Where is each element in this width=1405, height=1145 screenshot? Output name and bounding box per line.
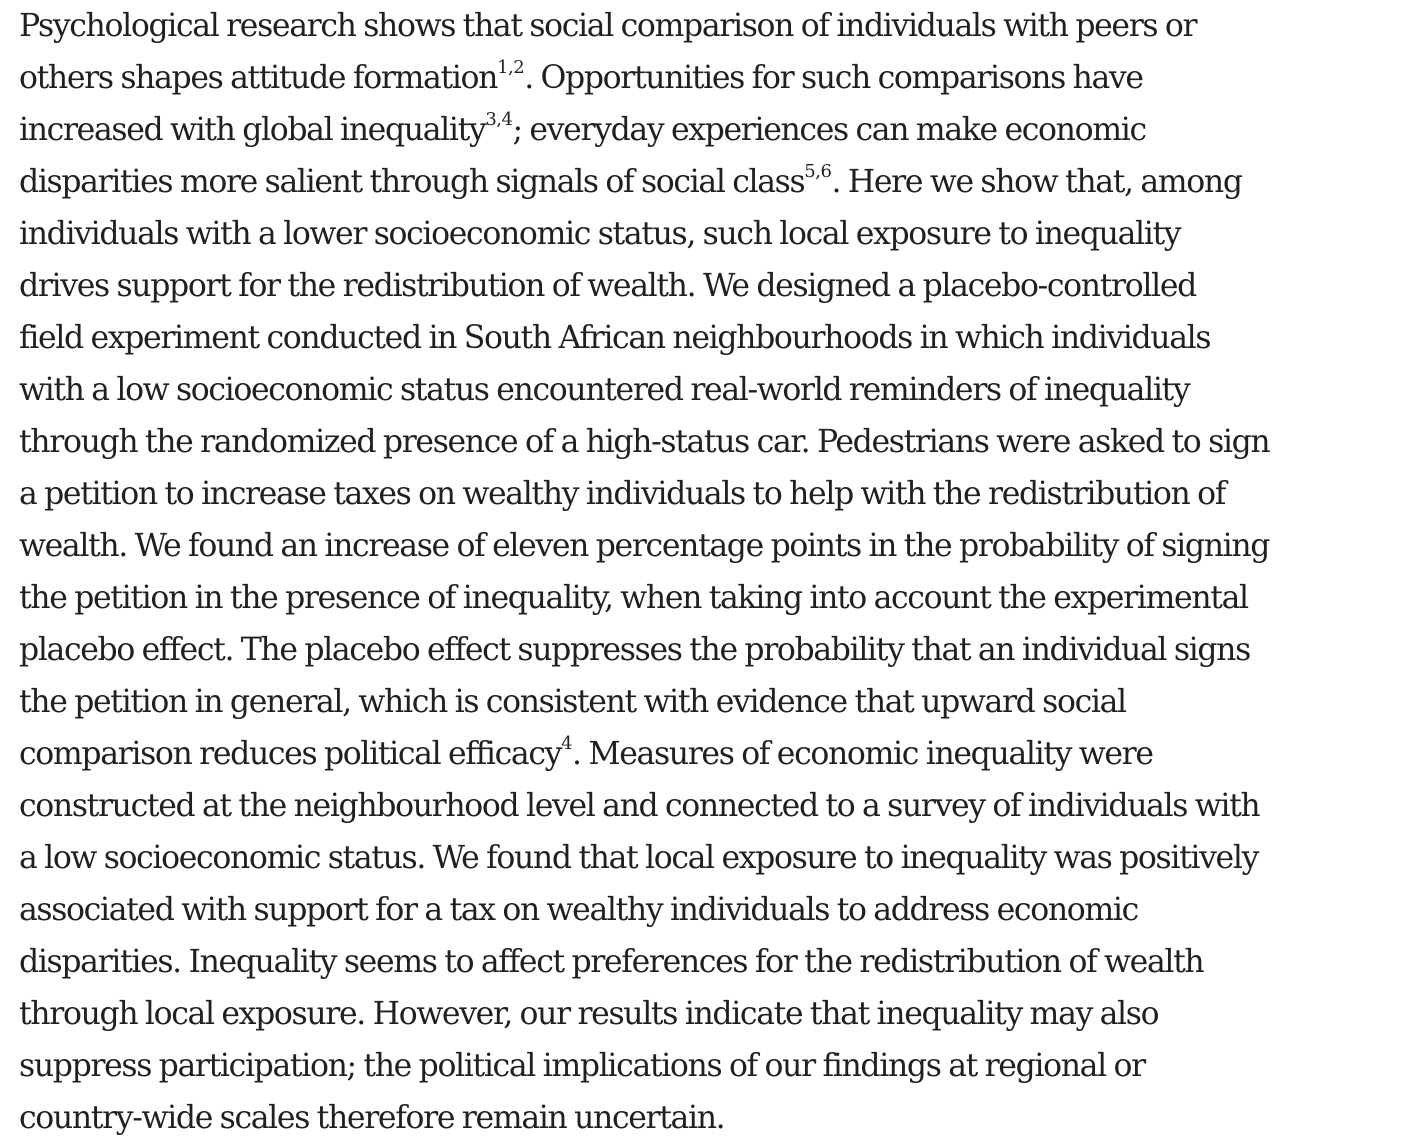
abstract-line: disparities more salient through signals…	[19, 156, 1394, 208]
abstract-line: with a low socioeconomic status encounte…	[19, 364, 1394, 416]
abstract-line: through the randomized presence of a hig…	[19, 416, 1394, 468]
abstract-text: others shapes attitude formation	[19, 60, 498, 96]
abstract-text: individuals with a lower socioeconomic s…	[19, 216, 1182, 252]
abstract-line: comparison reduces political efficacy4. …	[19, 728, 1394, 780]
citation-superscript: 5,6	[804, 160, 832, 182]
abstract-text: associated with support for a tax on wea…	[19, 892, 1139, 928]
abstract-line: drives support for the redistribution of…	[19, 260, 1394, 312]
abstract-line: constructed at the neighbourhood level a…	[19, 780, 1394, 832]
abstract-text: . Measures of economic inequality were	[572, 736, 1154, 772]
abstract-line: country-wide scales therefore remain unc…	[19, 1092, 1394, 1144]
abstract-text: through local exposure. However, our res…	[19, 996, 1160, 1032]
abstract-text: constructed at the neighbourhood level a…	[19, 788, 1261, 824]
abstract-line: a petition to increase taxes on wealthy …	[19, 468, 1394, 520]
abstract-text: comparison reduces political efficacy	[19, 736, 562, 772]
abstract-line: through local exposure. However, our res…	[19, 988, 1394, 1040]
abstract-text: the petition in the presence of inequali…	[19, 580, 1249, 616]
abstract-text: the petition in general, which is consis…	[19, 684, 1127, 720]
abstract-text: disparities more salient through signals…	[19, 164, 806, 200]
abstract-line: associated with support for a tax on wea…	[19, 884, 1394, 936]
abstract-line: wealth. We found an increase of eleven p…	[19, 520, 1394, 572]
abstract-text: suppress participation; the political im…	[19, 1048, 1146, 1084]
abstract-text: placebo effect. The placebo effect suppr…	[19, 632, 1251, 668]
abstract-line: others shapes attitude formation1,2. Opp…	[19, 52, 1394, 104]
abstract-line: disparities. Inequality seems to affect …	[19, 936, 1394, 988]
abstract-text: through the randomized presence of a hig…	[19, 424, 1271, 460]
citation-superscript: 3,4	[485, 108, 513, 130]
abstract-line: individuals with a lower socioeconomic s…	[19, 208, 1394, 260]
abstract-paragraph: Psychological research shows that social…	[19, 0, 1394, 1144]
abstract-text: disparities. Inequality seems to affect …	[19, 944, 1205, 980]
abstract-text: increased with global inequality	[19, 112, 487, 148]
abstract-line: increased with global inequality3,4; eve…	[19, 104, 1394, 156]
abstract-text: ; everyday experiences can make economic	[512, 112, 1147, 148]
abstract-line: the petition in general, which is consis…	[19, 676, 1394, 728]
abstract-text: . Opportunities for such comparisons hav…	[524, 60, 1144, 96]
abstract-line: field experiment conducted in South Afri…	[19, 312, 1394, 364]
abstract-text: country-wide scales therefore remain unc…	[19, 1100, 726, 1136]
citation-superscript: 1,2	[497, 56, 525, 78]
abstract-text: drives support for the redistribution of…	[19, 268, 1197, 304]
abstract-line: suppress participation; the political im…	[19, 1040, 1394, 1092]
abstract-line: a low socioeconomic status. We found tha…	[19, 832, 1394, 884]
abstract-line: the petition in the presence of inequali…	[19, 572, 1394, 624]
abstract-text: with a low socioeconomic status encounte…	[19, 372, 1191, 408]
abstract-text: field experiment conducted in South Afri…	[19, 320, 1212, 356]
abstract-line: Psychological research shows that social…	[19, 0, 1394, 52]
abstract-text: a low socioeconomic status. We found tha…	[19, 840, 1259, 876]
abstract-line: placebo effect. The placebo effect suppr…	[19, 624, 1394, 676]
abstract-text: Psychological research shows that social…	[19, 8, 1198, 44]
abstract-text: a petition to increase taxes on wealthy …	[19, 476, 1226, 512]
citation-superscript: 4	[561, 732, 573, 754]
abstract-text: . Here we show that, among	[831, 164, 1243, 200]
abstract-text: wealth. We found an increase of eleven p…	[19, 528, 1270, 564]
